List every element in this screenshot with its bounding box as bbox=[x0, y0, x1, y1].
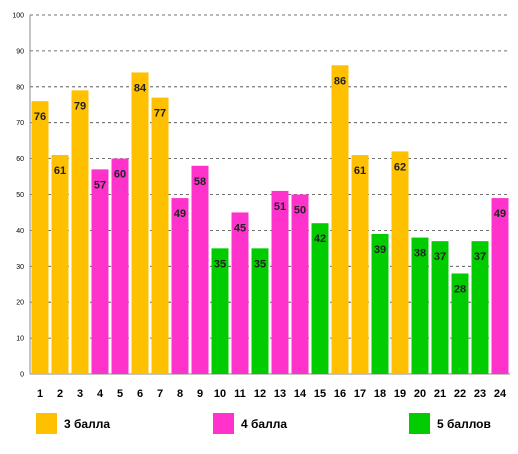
x-tick-label: 5 bbox=[117, 388, 123, 400]
bar bbox=[411, 237, 429, 374]
x-tick-label: 16 bbox=[334, 388, 346, 400]
y-tick-label: 80 bbox=[16, 84, 24, 91]
x-tick-label: 22 bbox=[454, 388, 466, 400]
x-tick-label: 17 bbox=[354, 388, 366, 400]
data-label: 60 bbox=[114, 169, 126, 181]
bar bbox=[471, 241, 489, 374]
data-label: 79 bbox=[74, 100, 86, 112]
bar bbox=[391, 151, 409, 374]
data-label: 50 bbox=[294, 205, 306, 217]
y-tick-label: 90 bbox=[16, 48, 24, 55]
x-tick-label: 12 bbox=[254, 388, 266, 400]
data-label: 57 bbox=[94, 179, 106, 191]
bar bbox=[151, 97, 169, 374]
x-tick-label: 23 bbox=[474, 388, 486, 400]
x-tick-label: 21 bbox=[434, 388, 446, 400]
bar bbox=[91, 169, 109, 374]
data-label: 86 bbox=[334, 75, 346, 87]
x-tick-label: 1 bbox=[37, 388, 43, 400]
x-tick-label: 24 bbox=[494, 388, 507, 400]
x-tick-label: 13 bbox=[274, 388, 286, 400]
bar bbox=[171, 198, 189, 374]
data-label: 58 bbox=[194, 176, 206, 188]
x-tick-label: 9 bbox=[197, 388, 203, 400]
y-tick-label: 20 bbox=[16, 300, 24, 307]
x-tick-label: 18 bbox=[374, 388, 386, 400]
y-tick-label: 30 bbox=[16, 264, 24, 271]
data-label: 42 bbox=[314, 233, 326, 245]
bar bbox=[271, 190, 289, 374]
x-tick-label: 7 bbox=[157, 388, 163, 400]
bar bbox=[331, 65, 349, 374]
data-label: 61 bbox=[54, 165, 66, 177]
bar bbox=[111, 158, 129, 374]
y-tick-label: 60 bbox=[16, 156, 24, 163]
x-tick-label: 14 bbox=[294, 388, 307, 400]
x-tick-label: 19 bbox=[394, 388, 406, 400]
x-tick-label: 11 bbox=[234, 388, 246, 400]
data-label: 61 bbox=[354, 165, 366, 177]
data-label: 77 bbox=[154, 108, 166, 120]
y-tick-label: 50 bbox=[16, 192, 24, 199]
bar bbox=[51, 155, 69, 374]
x-tick-label: 15 bbox=[314, 388, 326, 400]
data-label: 38 bbox=[414, 248, 426, 260]
legend-swatch bbox=[409, 413, 430, 434]
legend-swatch bbox=[213, 413, 234, 434]
legend-label: 3 балла bbox=[64, 417, 110, 431]
data-label: 39 bbox=[374, 244, 386, 256]
x-tick-label: 20 bbox=[414, 388, 426, 400]
bar bbox=[251, 248, 269, 374]
data-label: 51 bbox=[274, 201, 286, 213]
data-label: 37 bbox=[434, 251, 446, 263]
bar bbox=[31, 101, 49, 374]
data-label: 35 bbox=[214, 258, 226, 270]
bar bbox=[211, 248, 229, 374]
y-tick-label: 0 bbox=[20, 372, 24, 379]
legend-label: 4 балла bbox=[241, 417, 287, 431]
data-label: 35 bbox=[254, 258, 266, 270]
bar bbox=[191, 165, 209, 374]
data-label: 49 bbox=[494, 208, 506, 220]
bar bbox=[491, 198, 509, 374]
data-label: 49 bbox=[174, 208, 186, 220]
bar bbox=[291, 194, 309, 374]
bar bbox=[351, 155, 369, 374]
bar bbox=[451, 273, 469, 374]
data-label: 84 bbox=[134, 82, 147, 94]
x-tick-label: 10 bbox=[214, 388, 226, 400]
y-tick-label: 100 bbox=[12, 13, 24, 20]
bar bbox=[71, 90, 89, 374]
bar bbox=[311, 223, 329, 374]
data-label: 76 bbox=[34, 111, 46, 123]
y-tick-label: 70 bbox=[16, 120, 24, 127]
y-tick-label: 40 bbox=[16, 228, 24, 235]
data-label: 62 bbox=[394, 161, 406, 173]
x-tick-label: 3 bbox=[77, 388, 83, 400]
bar bbox=[131, 72, 149, 374]
x-tick-label: 6 bbox=[137, 388, 143, 400]
bar bbox=[231, 212, 249, 374]
legend-label: 5 баллов bbox=[437, 417, 491, 431]
y-tick-label: 10 bbox=[16, 336, 24, 343]
data-label: 45 bbox=[234, 222, 246, 234]
bar bbox=[371, 233, 389, 374]
data-label: 28 bbox=[454, 283, 466, 295]
x-tick-label: 8 bbox=[177, 388, 183, 400]
x-tick-label: 4 bbox=[97, 388, 104, 400]
legend-swatch bbox=[36, 413, 57, 434]
bar bbox=[431, 241, 449, 374]
x-tick-label: 2 bbox=[57, 388, 63, 400]
data-label: 37 bbox=[474, 251, 486, 263]
